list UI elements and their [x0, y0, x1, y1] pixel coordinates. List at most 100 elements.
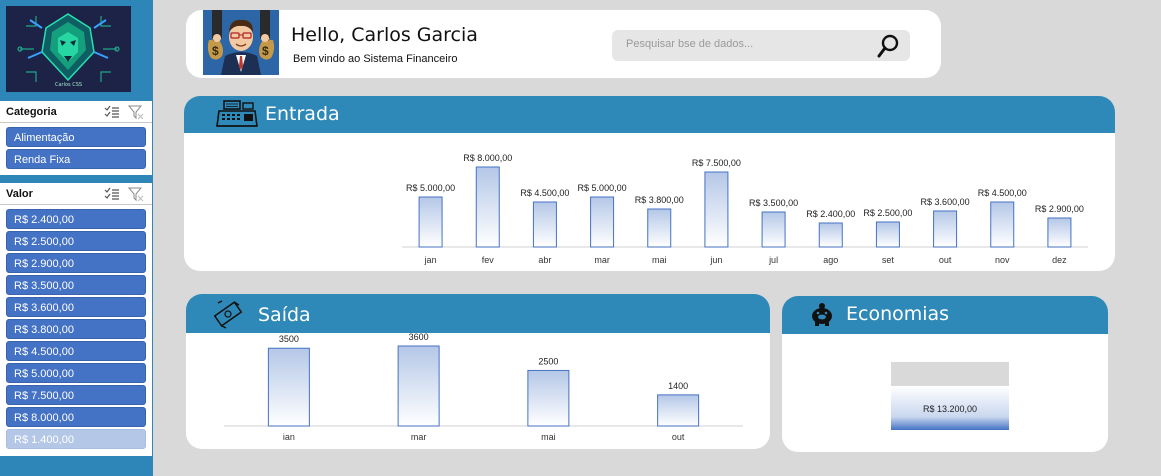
multi-select-icon[interactable]: [104, 105, 120, 124]
tick-label: fev: [482, 255, 495, 265]
value-slicer-header: Valor: [0, 183, 152, 205]
value-slicer-item[interactable]: R$ 3.800,00: [6, 319, 146, 339]
category-slicer-item[interactable]: Renda Fixa: [6, 149, 146, 169]
bar: [527, 369, 570, 427]
bar: [933, 210, 958, 248]
clear-filter-icon[interactable]: [127, 104, 144, 125]
bar: [397, 345, 440, 427]
tick-label: mai: [652, 255, 667, 265]
economias-title: Economias: [846, 303, 950, 325]
value-slicer: Valor R$ 2.400,00 R$ 2.500,00 R$ 2.900,00 R…: [0, 183, 152, 456]
svg-text:$: $: [212, 44, 219, 58]
category-slicer-list: Alimentação Renda Fixa: [0, 123, 152, 169]
entrada-header: Entrada: [184, 96, 1115, 133]
data-label: R$ 3.500,00: [749, 198, 798, 208]
bar-background: [891, 362, 1009, 386]
data-label: R$ 8.000,00: [463, 153, 512, 163]
data-label: 1400: [668, 381, 688, 391]
category-slicer-header: Categoria: [0, 101, 152, 123]
value-slicer-item[interactable]: R$ 5.000,00: [6, 363, 146, 383]
user-avatar: $ $: [203, 10, 279, 75]
bar: [1047, 217, 1072, 248]
economias-header: Economias: [782, 296, 1108, 334]
entrada-chart: R$ 5.000,00 jan R$ 8.000,00 fev R$ 4.500,00 a…: [402, 153, 1088, 265]
data-label: R$ 2.900,00: [1035, 204, 1084, 214]
tick-label: mar: [411, 432, 427, 442]
tick-label: ago: [823, 255, 838, 265]
value-slicer-item[interactable]: R$ 7.500,00: [6, 385, 146, 405]
data-label: R$ 3.600,00: [921, 197, 970, 207]
tick-label: mar: [594, 255, 610, 265]
search-input[interactable]: [626, 38, 866, 50]
bar: [818, 222, 843, 248]
money-outflow-icon: [212, 299, 244, 333]
tick-label: mai: [541, 432, 556, 442]
data-label: 2500: [538, 356, 558, 366]
tick-label: set: [882, 255, 895, 265]
sidebar: Carlos CSS Categoria Alimentação Renda Fi…: [0, 0, 153, 476]
saida-header: Saída: [186, 294, 770, 333]
bar: [647, 208, 672, 248]
piggy-bank-icon: [809, 301, 835, 331]
bar: [532, 201, 557, 248]
tick-label: ian: [283, 432, 295, 442]
logo-caption: Carlos CSS: [54, 82, 83, 88]
data-label: R$ 13.200,00: [923, 404, 977, 414]
search-box: [612, 30, 910, 61]
welcome-card: $ $ Hello, Carlos Garcia Bem vindo ao Si…: [186, 10, 941, 78]
entrada-card: Entrada R$ 5.000,00 jan R$ 8.000,00 fev R$ 4…: [184, 96, 1115, 271]
tick-label: jun: [709, 255, 722, 265]
bar: [761, 211, 786, 248]
value-slicer-title: Valor: [6, 188, 33, 200]
bar: [657, 394, 700, 427]
value-slicer-item[interactable]: R$ 2.400,00: [6, 209, 146, 229]
tick-label: jul: [768, 255, 778, 265]
tick-label: nov: [995, 255, 1010, 265]
bar: [891, 386, 1009, 430]
value-slicer-item[interactable]: R$ 3.600,00: [6, 297, 146, 317]
tick-label: dez: [1052, 255, 1067, 265]
bar: [875, 221, 900, 248]
data-label: R$ 5.000,00: [406, 183, 455, 193]
value-slicer-item[interactable]: R$ 3.500,00: [6, 275, 146, 295]
value-slicer-item[interactable]: R$ 4.500,00: [6, 341, 146, 361]
bar: [267, 347, 310, 427]
value-slicer-item[interactable]: R$ 1.400,00: [6, 429, 146, 449]
lion-logo: Carlos CSS: [6, 6, 131, 92]
bar: [990, 201, 1015, 248]
tick-label: abr: [538, 255, 551, 265]
data-label: 3600: [409, 333, 429, 342]
clear-filter-icon[interactable]: [127, 186, 144, 207]
multi-select-icon[interactable]: [104, 187, 120, 206]
greeting-text: Hello, Carlos Garcia: [291, 24, 478, 46]
saida-card: Saída 3500 ian 3600 mar 2500 mai 1400 out: [186, 294, 770, 449]
data-label: R$ 7.500,00: [692, 158, 741, 168]
search-icon: [877, 34, 899, 58]
tick-label: jan: [424, 255, 437, 265]
category-slicer-item[interactable]: Alimentação: [6, 127, 146, 147]
entrada-title: Entrada: [265, 103, 340, 125]
bar: [475, 166, 500, 248]
saida-chart: 3500 ian 3600 mar 2500 mai 1400 out: [224, 333, 743, 442]
data-label: R$ 3.800,00: [635, 195, 684, 205]
value-slicer-item[interactable]: R$ 8.000,00: [6, 407, 146, 427]
data-label: R$ 4.500,00: [520, 188, 569, 198]
value-slicer-list: R$ 2.400,00 R$ 2.500,00 R$ 2.900,00 R$ 3.50…: [0, 205, 152, 449]
value-slicer-item[interactable]: R$ 2.500,00: [6, 231, 146, 251]
businessman-avatar-icon: $ $: [203, 10, 279, 75]
value-slicer-item[interactable]: R$ 2.900,00: [6, 253, 146, 273]
data-label: 3500: [279, 334, 299, 344]
data-label: R$ 2.500,00: [863, 208, 912, 218]
tick-label: out: [939, 255, 952, 265]
category-slicer: Categoria Alimentação Renda Fixa: [0, 101, 152, 175]
search-button[interactable]: [876, 33, 902, 59]
welcome-subtitle: Bem vindo ao Sistema Financeiro: [293, 53, 458, 65]
economias-chart: R$ 13.200,00: [891, 362, 1009, 430]
data-label: R$ 2.400,00: [806, 209, 855, 219]
economias-card: Economias R$ 13.200,00: [782, 296, 1108, 452]
category-slicer-title: Categoria: [6, 106, 57, 118]
data-label: R$ 4.500,00: [978, 188, 1027, 198]
svg-text:$: $: [262, 44, 269, 58]
bar: [704, 171, 729, 248]
tick-label: out: [672, 432, 685, 442]
